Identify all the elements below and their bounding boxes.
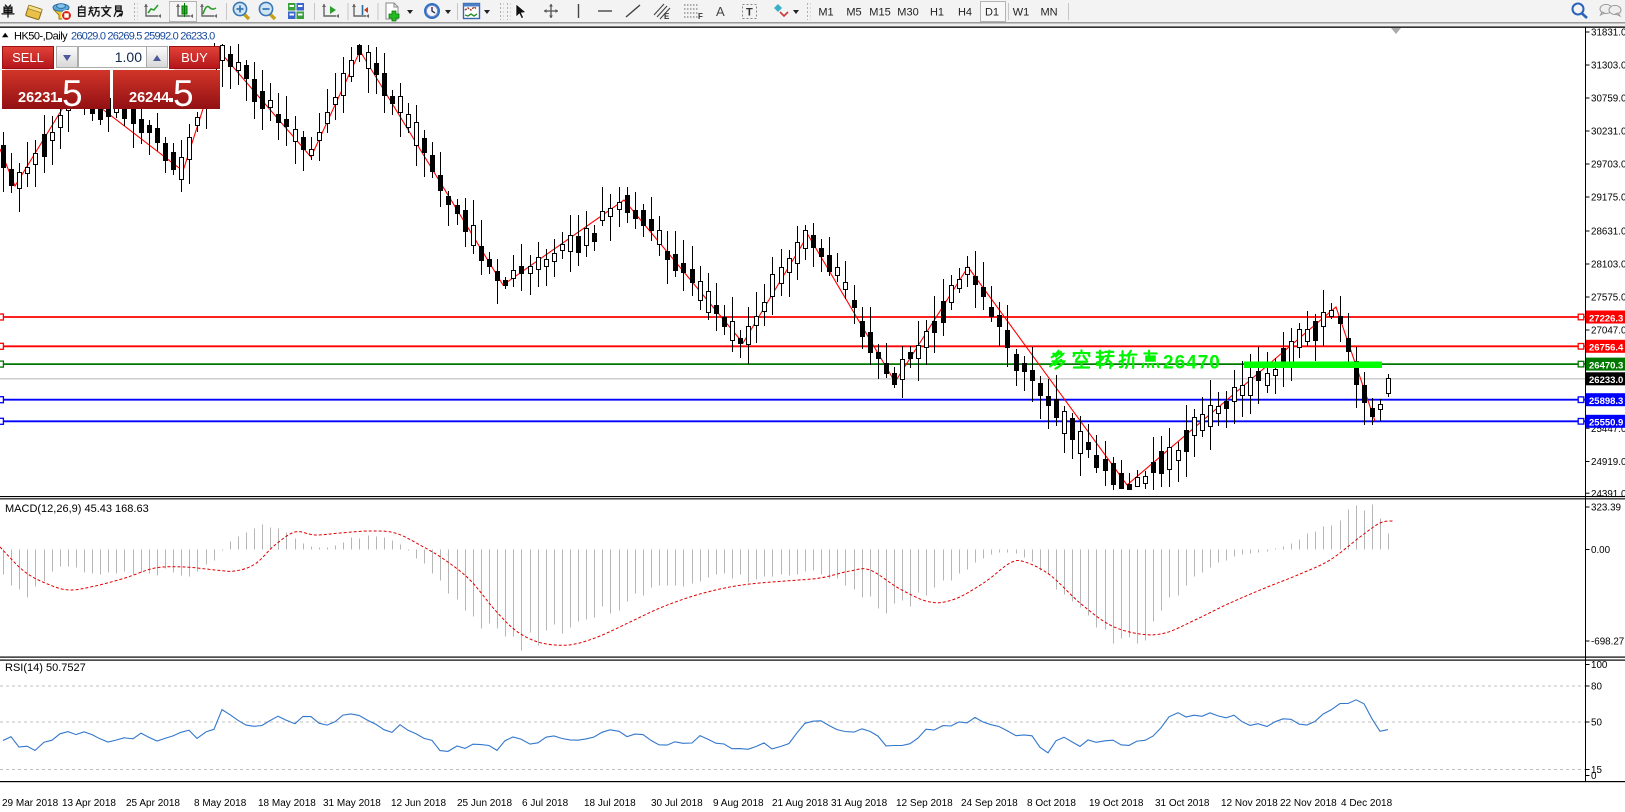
svg-text:HK50-,Daily: HK50-,Daily bbox=[14, 31, 68, 43]
svg-text:RSI(14) 50.7527: RSI(14) 50.7527 bbox=[5, 662, 86, 674]
svg-text:26470.3: 26470.3 bbox=[1589, 360, 1623, 371]
svg-text:25 Jun 2018: 25 Jun 2018 bbox=[457, 798, 512, 809]
svg-text:323.39: 323.39 bbox=[1591, 503, 1621, 514]
svg-text:25 Apr 2018: 25 Apr 2018 bbox=[126, 798, 180, 809]
svg-text:H4: H4 bbox=[958, 7, 972, 19]
svg-text:8 May 2018: 8 May 2018 bbox=[194, 798, 247, 809]
svg-text:50: 50 bbox=[1591, 718, 1602, 729]
svg-text:MACD(12,26,9) 45.43 168.63: MACD(12,26,9) 45.43 168.63 bbox=[5, 503, 149, 515]
svg-text:29175.0: 29175.0 bbox=[1591, 193, 1625, 204]
svg-text:28103.0: 28103.0 bbox=[1591, 260, 1625, 271]
svg-text:M15: M15 bbox=[869, 7, 890, 19]
svg-text:25447.0: 25447.0 bbox=[1591, 424, 1625, 435]
svg-text:31 Aug 2018: 31 Aug 2018 bbox=[831, 798, 888, 809]
svg-text:E: E bbox=[664, 12, 670, 21]
svg-text:26233.0: 26233.0 bbox=[1589, 375, 1623, 386]
svg-text:80: 80 bbox=[1591, 682, 1602, 693]
svg-text:24919.0: 24919.0 bbox=[1591, 457, 1625, 468]
svg-text:25550.9: 25550.9 bbox=[1589, 418, 1623, 429]
svg-text:15: 15 bbox=[1591, 765, 1602, 776]
svg-text:0: 0 bbox=[1591, 771, 1597, 782]
svg-text:31831.0: 31831.0 bbox=[1591, 28, 1625, 39]
svg-text:9 Aug 2018: 9 Aug 2018 bbox=[713, 798, 764, 809]
svg-text:100: 100 bbox=[1591, 660, 1608, 671]
svg-text:M1: M1 bbox=[818, 7, 833, 19]
svg-text:27575.0: 27575.0 bbox=[1591, 293, 1625, 304]
svg-text:12 Nov 2018: 12 Nov 2018 bbox=[1221, 798, 1278, 809]
svg-text:27047.0: 27047.0 bbox=[1591, 326, 1625, 337]
svg-text:31303.0: 31303.0 bbox=[1591, 61, 1625, 72]
svg-text:29703.0: 29703.0 bbox=[1591, 160, 1625, 171]
svg-text:24391.0: 24391.0 bbox=[1591, 489, 1625, 500]
svg-text:26470: 26470 bbox=[1163, 353, 1221, 374]
svg-text:W1: W1 bbox=[1013, 7, 1030, 19]
svg-text:30759.0: 30759.0 bbox=[1591, 94, 1625, 105]
svg-text:30231.0: 30231.0 bbox=[1591, 127, 1625, 138]
svg-text:F: F bbox=[698, 12, 703, 21]
svg-text:26756.4: 26756.4 bbox=[1589, 343, 1624, 354]
svg-text:H1: H1 bbox=[930, 7, 944, 19]
svg-text:D1: D1 bbox=[985, 7, 999, 19]
svg-text:6 Jul 2018: 6 Jul 2018 bbox=[522, 798, 569, 809]
svg-text:A: A bbox=[716, 4, 725, 19]
svg-text:30 Jul 2018: 30 Jul 2018 bbox=[651, 798, 703, 809]
svg-text:22 Nov 2018: 22 Nov 2018 bbox=[1280, 798, 1337, 809]
svg-text:18 Jul 2018: 18 Jul 2018 bbox=[584, 798, 636, 809]
svg-text:13 Apr 2018: 13 Apr 2018 bbox=[62, 798, 116, 809]
svg-text:24 Sep 2018: 24 Sep 2018 bbox=[961, 798, 1018, 809]
svg-text:25898.3: 25898.3 bbox=[1589, 396, 1623, 407]
svg-text:27226.3: 27226.3 bbox=[1589, 313, 1623, 324]
svg-text:M30: M30 bbox=[897, 7, 918, 19]
svg-text:21 Aug 2018: 21 Aug 2018 bbox=[772, 798, 829, 809]
svg-text:-698.27: -698.27 bbox=[1591, 637, 1624, 648]
svg-text:12 Sep 2018: 12 Sep 2018 bbox=[896, 798, 953, 809]
svg-text:MN: MN bbox=[1040, 7, 1057, 19]
svg-text:T: T bbox=[746, 7, 753, 19]
svg-text:0.00: 0.00 bbox=[1591, 545, 1611, 556]
svg-text:26029.0 26269.5 25992.0 26233.: 26029.0 26269.5 25992.0 26233.0 bbox=[71, 31, 215, 43]
svg-text:M5: M5 bbox=[846, 7, 861, 19]
svg-text:18 May 2018: 18 May 2018 bbox=[258, 798, 316, 809]
svg-text:12 Jun 2018: 12 Jun 2018 bbox=[391, 798, 446, 809]
svg-text:8 Oct 2018: 8 Oct 2018 bbox=[1027, 798, 1076, 809]
svg-text:29 Mar 2018: 29 Mar 2018 bbox=[2, 798, 59, 809]
svg-text:19 Oct 2018: 19 Oct 2018 bbox=[1089, 798, 1144, 809]
svg-text:31 Oct 2018: 31 Oct 2018 bbox=[1155, 798, 1210, 809]
svg-text:31 May 2018: 31 May 2018 bbox=[323, 798, 381, 809]
svg-text:28631.0: 28631.0 bbox=[1591, 227, 1625, 238]
svg-text:4 Dec 2018: 4 Dec 2018 bbox=[1341, 798, 1393, 809]
